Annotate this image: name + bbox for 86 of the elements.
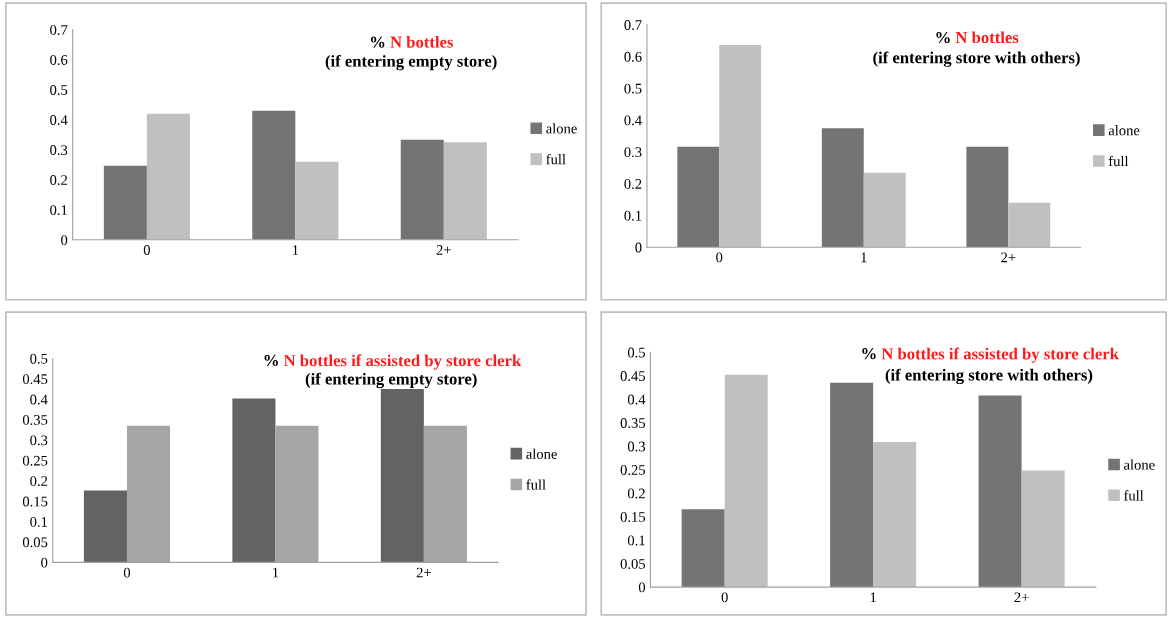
x-tick-label: 2+ <box>436 245 451 255</box>
bar <box>830 382 874 588</box>
x-tick-label: 2+ <box>1014 592 1029 603</box>
y-tick-label: 0 <box>61 235 68 245</box>
y-tick-label: 0.5 <box>50 85 68 95</box>
legend-label: full <box>1123 490 1144 501</box>
y-tick-label: 0.7 <box>50 25 68 35</box>
x-tick-label: 0 <box>143 245 150 255</box>
text: (if entering empty store) <box>305 372 477 389</box>
bar <box>400 139 444 240</box>
legend-label: alone <box>546 123 577 134</box>
y-tick-label: 0.3 <box>624 147 642 158</box>
y-tick-label: 0.4 <box>627 394 646 405</box>
y-tick-label: 0.25 <box>620 465 646 475</box>
y-tick-label: 0.3 <box>50 145 68 155</box>
bar <box>232 398 276 563</box>
y-tick-label: 0.6 <box>624 51 642 62</box>
y-tick-label: 0.1 <box>627 535 645 546</box>
y-tick-label: 0.05 <box>22 537 48 548</box>
y-tick-label: 0.15 <box>22 496 48 507</box>
x-tick-label: 2+ <box>416 567 431 578</box>
bar <box>146 113 190 240</box>
text: (if entering empty store) <box>325 54 497 71</box>
y-tick-label: 0.2 <box>50 175 67 186</box>
bar <box>443 142 487 240</box>
y-tick-label: 0.4 <box>30 394 48 405</box>
bar <box>821 128 864 248</box>
legend-label: full <box>1108 155 1129 167</box>
y-tick-label: 0.2 <box>627 488 645 499</box>
legend-label: full <box>526 479 546 490</box>
y-tick-label: 0.35 <box>22 414 48 425</box>
legend-label: alone <box>526 448 557 459</box>
bar <box>863 172 906 248</box>
x-tick-label: 1 <box>292 245 299 255</box>
y-tick-label: 0.05 <box>620 558 646 569</box>
bar <box>719 45 762 248</box>
text: (if entering store with others) <box>885 368 1093 385</box>
bar <box>103 165 147 240</box>
y-tick-label: 0.35 <box>620 418 646 428</box>
bar <box>677 146 720 248</box>
bar <box>681 509 725 588</box>
x-tick-label: 0 <box>721 592 728 603</box>
y-tick-label: 0.4 <box>50 115 68 125</box>
bar <box>380 389 424 563</box>
y-tick-label: 0.6 <box>50 55 68 65</box>
x-tick-label: 0 <box>123 567 131 578</box>
bar <box>1021 470 1065 588</box>
legend-label: alone <box>1124 459 1155 470</box>
legend-label: alone <box>1108 125 1140 136</box>
y-tick-label: 0.3 <box>627 441 646 452</box>
y-tick-label: 0.45 <box>620 371 646 382</box>
y-tick-label: 0 <box>638 582 646 593</box>
y-tick-label: 0 <box>41 557 48 568</box>
bar <box>295 161 339 240</box>
y-tick-label: 0.1 <box>50 205 67 216</box>
y-tick-label: 0.7 <box>624 20 642 30</box>
x-tick-label: 2+ <box>1001 252 1016 263</box>
bar <box>966 146 1009 248</box>
y-tick-label: 0.4 <box>624 115 642 126</box>
bar <box>978 395 1022 588</box>
bar <box>1008 202 1051 248</box>
chart-title: % N bottles if assisted by store clerk <box>264 354 522 370</box>
bar <box>252 110 296 240</box>
y-tick-label: 0.2 <box>30 476 48 487</box>
x-tick-label: 1 <box>870 592 876 603</box>
text: (if entering store with others) <box>873 51 1080 67</box>
bar <box>873 441 917 588</box>
bar <box>724 374 768 588</box>
x-tick-label: 1 <box>861 252 867 263</box>
y-tick-label: 0.5 <box>627 347 646 358</box>
y-tick-label: 0.15 <box>620 512 646 522</box>
y-tick-label: 0.5 <box>624 83 642 94</box>
y-tick-label: 0.2 <box>624 179 642 189</box>
bar <box>83 490 127 563</box>
y-tick-label: 0.1 <box>30 516 47 527</box>
y-tick-label: 0.3 <box>30 435 48 446</box>
x-tick-label: 0 <box>716 252 723 263</box>
chart-title: % N bottles <box>936 31 1019 44</box>
y-tick-label: 0.25 <box>22 455 48 466</box>
chart-title: % N bottles if assisted by store clerk <box>862 347 1119 363</box>
chart-title: % N bottles <box>370 35 454 48</box>
y-tick-label: 0.45 <box>22 374 48 385</box>
x-tick-label: 1 <box>273 567 279 578</box>
y-tick-label: 0.1 <box>624 210 642 221</box>
y-tick-label: 0.5 <box>30 353 48 364</box>
legend-label: full <box>546 153 566 165</box>
